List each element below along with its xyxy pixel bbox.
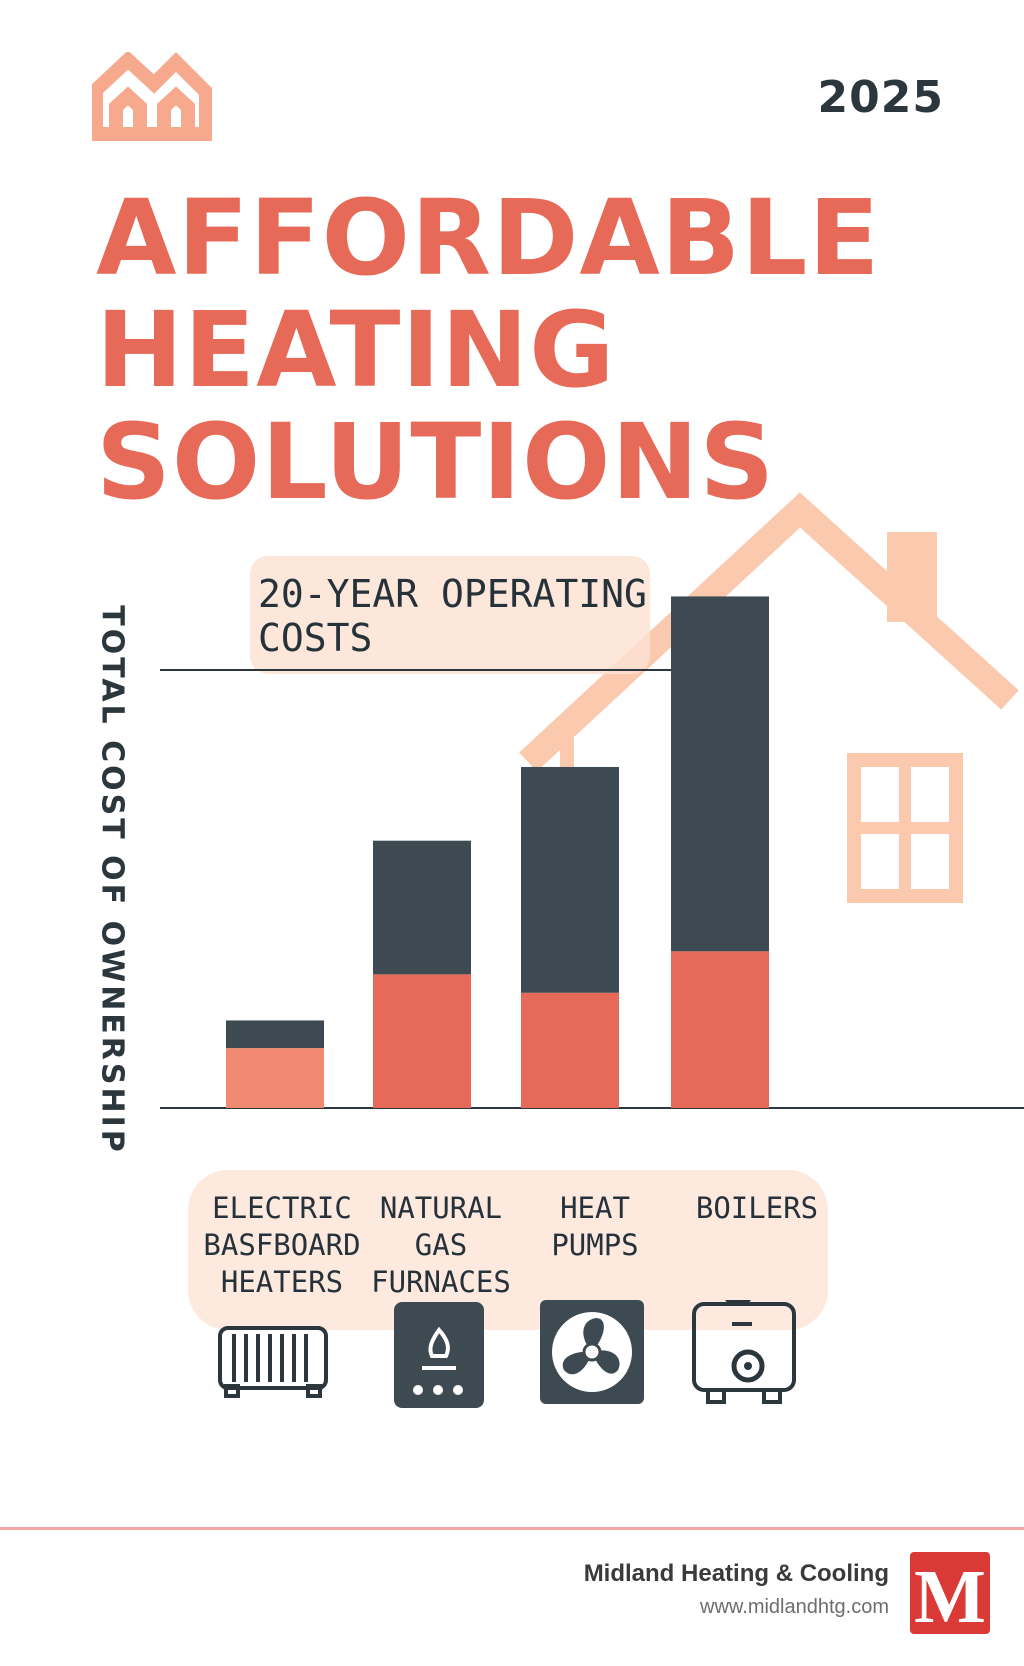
chart-title: 20-YEAR OPERATING COSTS xyxy=(258,572,647,660)
year-label: 2025 xyxy=(817,72,944,123)
title-line-3: SOLUTIONS xyxy=(96,401,776,523)
company-name: Midland Heating & Cooling xyxy=(583,1560,889,1587)
category-label-boilers: BOILERS xyxy=(695,1191,819,1225)
bar-heat-pumps-segment-2 xyxy=(521,766,619,993)
company-logo: M xyxy=(910,1552,990,1634)
chart-title-highlight xyxy=(250,556,650,674)
title-line-1: AFFORDABLE xyxy=(96,177,881,299)
logo-letter: M xyxy=(914,1555,986,1634)
radiator-icon xyxy=(218,1326,328,1398)
page-title: AFFORDABLE HEATING SOLUTIONS xyxy=(96,182,880,518)
bar-gas-furnaces-segment-1 xyxy=(373,974,471,1108)
company-url[interactable]: www.midlandhtg.com xyxy=(700,1596,889,1618)
fan-icon xyxy=(540,1300,644,1404)
bar-electric-segment-1 xyxy=(226,1048,324,1108)
bar-electric-segment-2 xyxy=(226,1020,324,1049)
bar-gas-furnaces-segment-2 xyxy=(373,840,471,975)
bar-boilers-segment-1 xyxy=(671,951,769,1108)
category-label-heat-pumps: HEAT PUMPS xyxy=(551,1191,639,1262)
bar-heat-pumps-segment-1 xyxy=(521,992,619,1108)
title-line-2: HEATING xyxy=(96,289,616,411)
category-label-electric: ELECTRIC BASFBOARD HEATERS xyxy=(203,1191,361,1299)
category-label-gas-furnaces: NATURAL GAS FURNACES xyxy=(371,1191,511,1299)
footer-divider xyxy=(0,1527,1024,1530)
bar-boilers-segment-2 xyxy=(671,596,769,952)
gas-furnace-icon xyxy=(394,1302,484,1408)
boiler-icon xyxy=(692,1300,796,1404)
house-outline-icon xyxy=(92,52,212,141)
